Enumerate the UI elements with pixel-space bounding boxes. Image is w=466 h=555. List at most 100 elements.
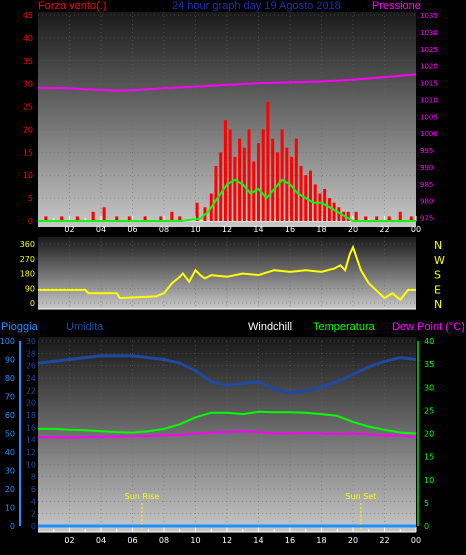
temp-y-tick-label: 15 — [424, 453, 434, 462]
wind-x-tick-label: 22 — [379, 225, 389, 234]
humidity-y-tick-label: 30 — [26, 337, 36, 346]
wind-gust-bar — [228, 129, 232, 221]
temp-y-tick-label: 5 — [424, 499, 429, 508]
rain-y-tick-label: 90 — [5, 356, 15, 365]
direction-y-tick-label: 360 — [20, 240, 35, 249]
wind-gust-bar — [242, 147, 246, 221]
wind-gust-bar — [219, 152, 223, 221]
wind-x-tick-label: 06 — [127, 225, 137, 234]
humidity-y-tick-label: 26 — [26, 362, 36, 371]
direction-y-tick-label: 0 — [30, 299, 35, 308]
wind-gust-bar — [337, 207, 341, 221]
wind-gust-bar — [115, 216, 119, 221]
header-right-label: Pressione — [372, 0, 421, 12]
pressure-y-tick-label: 985 — [420, 181, 433, 189]
temp-x-tick-label: 12 — [222, 536, 232, 545]
humidity-y-tick-label: 22 — [26, 386, 36, 395]
wind-gust-bar — [60, 216, 64, 221]
chart-title: 24 hour graph day 19 Agosto 2018 — [172, 0, 341, 12]
pressure-y-tick-label: 980 — [420, 198, 433, 206]
wind-gust-bar — [261, 129, 265, 221]
wind-y-tick-label: 10 — [23, 171, 33, 180]
wind-gust-bar — [398, 211, 402, 221]
wind-gust-bar — [247, 129, 251, 221]
wind-y-tick-label: 0 — [28, 217, 33, 226]
temp-x-tick-label: 00 — [411, 536, 421, 545]
wind-x-tick-label: 10 — [190, 225, 200, 234]
temp-x-tick-label: 16 — [285, 536, 295, 545]
temp-x-tick-label: 10 — [190, 536, 200, 545]
wind-y-tick-label: 25 — [23, 103, 33, 112]
wind-gust-bar — [332, 202, 336, 221]
legend-umidita: Umidita — [66, 321, 104, 333]
wind-x-tick-label: 00 — [411, 225, 421, 234]
humidity-y-tick-label: 14 — [26, 436, 36, 445]
wind-gust-bar — [375, 216, 379, 221]
direction-y-tick-label: 270 — [20, 255, 35, 264]
direction-compass-label: E — [434, 283, 441, 296]
wind-x-tick-label: 18 — [316, 225, 326, 234]
wind-x-tick-label: 16 — [285, 225, 295, 234]
wind-gust-bar — [102, 207, 106, 221]
header-left-label: Forza vento(.) — [38, 0, 107, 12]
wind-gust-bar — [346, 211, 350, 221]
wind-y-tick-label: 15 — [23, 148, 33, 157]
pressure-y-tick-label: 1025 — [420, 46, 438, 54]
rain-y-tick-label: 80 — [5, 374, 15, 383]
wind-gust-bar — [159, 216, 163, 221]
rain-y-tick-label: 40 — [5, 448, 15, 457]
pressure-y-tick-label: 990 — [420, 164, 433, 172]
humidity-y-tick-label: 16 — [26, 423, 36, 432]
sun-marker-label: Sun Rise — [125, 492, 160, 501]
pressure-y-tick-label: 975 — [420, 215, 433, 223]
temp-x-tick-label: 18 — [316, 536, 326, 545]
wind-gust-bar — [214, 166, 218, 221]
wind-y-tick-label: 20 — [23, 125, 33, 134]
pressure-y-tick-label: 1010 — [420, 96, 438, 104]
wind-gust-bar — [409, 216, 413, 221]
humidity-y-tick-label: 2 — [31, 510, 36, 519]
wind-gust-bar — [238, 138, 242, 221]
temp-y-tick-label: 0 — [424, 522, 429, 531]
direction-y-tick-label: 90 — [25, 284, 35, 293]
wind-y-tick-label: 40 — [23, 34, 33, 43]
wind-direction-line — [38, 244, 416, 302]
wind-gust-bar — [299, 166, 303, 221]
humidity-y-tick-label: 18 — [26, 411, 36, 420]
wind-gust-bar — [127, 216, 131, 221]
direction-compass-label: N — [434, 298, 442, 311]
wind-y-tick-label: 35 — [23, 57, 33, 66]
legend-dew-point: Dew Point (°C) — [392, 321, 465, 333]
wind-x-tick-label: 14 — [253, 225, 263, 234]
temp-y-tick-label: 30 — [424, 383, 434, 392]
wind-gust-bar — [294, 138, 298, 221]
humidity-y-tick-label: 24 — [26, 374, 36, 383]
rain-y-tick-label: 70 — [5, 393, 15, 402]
rain-y-tick-label: 100 — [0, 337, 15, 346]
pressure-y-tick-label: 1015 — [420, 80, 438, 88]
temp-x-tick-label: 06 — [127, 536, 137, 545]
pressure-line — [37, 73, 417, 92]
pressure-y-tick-label: 1030 — [420, 29, 438, 37]
wind-gust-bar — [327, 198, 331, 221]
wind-gust-bar — [178, 216, 182, 221]
wind-gust-bar — [318, 193, 322, 221]
legend-windchill: Windchill — [248, 321, 293, 333]
rain-y-tick-label: 30 — [5, 467, 15, 476]
temp-y-tick-label: 10 — [424, 476, 434, 485]
panel-wind-pressure — [38, 12, 416, 227]
wind-gust-bar — [285, 147, 289, 221]
wind-gust-bar — [233, 156, 237, 221]
humidity-y-tick-label: 12 — [26, 448, 36, 457]
wind-gust-bar — [271, 138, 275, 221]
rain-y-tick-label: 20 — [5, 485, 15, 494]
humidity-y-tick-label: 6 — [31, 485, 36, 494]
wind-y-tick-label: 45 — [23, 11, 33, 20]
wind-gust-bar — [354, 211, 358, 221]
wind-gust-bar — [91, 211, 95, 221]
wind-x-tick-label: 02 — [64, 225, 74, 234]
wind-x-tick-label: 12 — [222, 225, 232, 234]
temp-x-tick-label: 20 — [348, 536, 358, 545]
wind-gust-bar — [223, 120, 227, 221]
